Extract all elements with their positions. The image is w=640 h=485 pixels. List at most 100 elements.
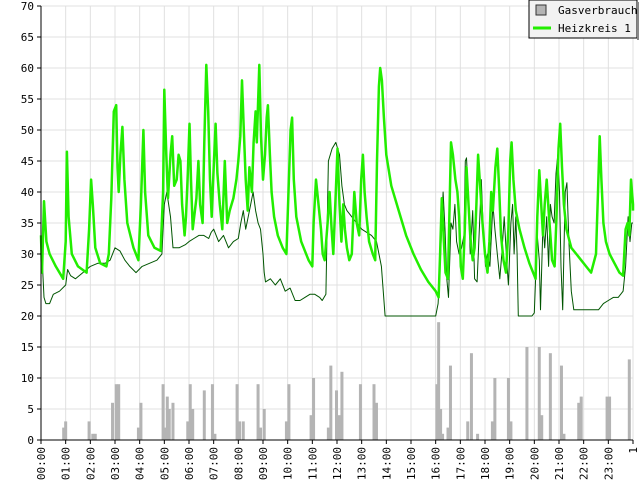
gasverbrauch-bar (439, 409, 443, 440)
x-tick-label: 16:00 (430, 447, 443, 480)
x-tick-label: 12:00 (331, 447, 344, 480)
x-tick-label: 09:00 (257, 447, 270, 480)
gasverbrauch-bar (537, 347, 541, 440)
x-tick-label: 21:00 (553, 447, 566, 480)
legend-box-shadow (637, 2, 639, 40)
gasverbrauch-bar (540, 415, 544, 440)
gasverbrauch-bar (446, 427, 450, 440)
gasverbrauch-bar (312, 378, 316, 440)
axes: 0 5 10 15 20 25 30 35 40 45 50 55 60 65 70 00:00 01:00 02… (21, 0, 640, 480)
x-tick-label: 18:00 (479, 447, 492, 480)
gasverbrauch-bar (329, 365, 333, 440)
gasverbrauch-bar (111, 402, 115, 440)
y-tick-label: 60 (21, 62, 34, 75)
x-tick-label: 13:00 (356, 447, 369, 480)
x-tick-label: 22:00 (578, 447, 591, 480)
x-tick-label: 02:00 (84, 447, 97, 480)
gasverbrauch-bar (284, 421, 288, 440)
x-tick-label: 11:00 (306, 447, 319, 480)
gasverbrauch-bar (490, 421, 494, 440)
gasverbrauch-bar (91, 433, 95, 440)
gasverbrauch-bar (165, 396, 169, 440)
x-tick-label: 19:00 (504, 447, 517, 480)
gasverbrauch-bar (241, 421, 245, 440)
gasverbrauch-bar (577, 402, 581, 440)
gasverbrauch-bar (466, 421, 470, 440)
y-tick-label: 5 (27, 403, 34, 416)
x-tick-label: 1 (627, 447, 640, 454)
gridlines (41, 5, 634, 440)
y-tick-label: 20 (21, 310, 34, 323)
y-tick-label: 30 (21, 248, 34, 261)
gasverbrauch-bar (87, 421, 91, 440)
y-tick-label: 45 (21, 155, 34, 168)
gasverbrauch-bar (238, 421, 242, 440)
legend-swatch-gasverbrauch (535, 4, 547, 16)
y-tick-label: 25 (21, 279, 34, 292)
x-tick-label: 06:00 (183, 447, 196, 480)
gasverbrauch-bar (235, 384, 239, 440)
y-tick-label: 50 (21, 124, 34, 137)
gasverbrauch-bar (213, 433, 217, 440)
gasverbrauch-bar (448, 365, 452, 440)
gasverbrauch-bar (372, 384, 376, 440)
y-tick-label: 10 (21, 372, 34, 385)
x-tick-label: 15:00 (405, 447, 418, 480)
gasverbrauch-bar (562, 433, 566, 440)
gasverbrauch-bar (435, 384, 439, 440)
gasverbrauch-bar (358, 384, 362, 440)
gasverbrauch-bar (139, 402, 143, 440)
legend-label-gasverbrauch: Gasverbrauch (558, 4, 637, 17)
gasverbrauch-bar (287, 384, 291, 440)
x-tick-label: 05:00 (158, 447, 171, 480)
gasverbrauch-bar (340, 371, 344, 440)
gasverbrauch-bar (493, 378, 497, 440)
x-tick-label: 23:00 (602, 447, 615, 480)
secondary-line-series (40, 141, 633, 317)
y-tick-label: 15 (21, 341, 34, 354)
x-tick-label: 20:00 (528, 447, 541, 480)
gasverbrauch-bar (171, 402, 175, 440)
gasverbrauch-bar (164, 427, 168, 440)
x-tick-label: 07:00 (208, 447, 221, 480)
gasverbrauch-bar (210, 384, 214, 440)
gasverbrauch-bar (627, 359, 631, 440)
x-tick-label: 10:00 (282, 447, 295, 480)
gasverbrauch-bars (62, 322, 631, 440)
gasverbrauch-bar (579, 396, 583, 440)
gasverbrauch-bar (62, 427, 66, 440)
y-tick-label: 35 (21, 217, 34, 230)
gasverbrauch-bar (114, 384, 118, 440)
gasverbrauch-bar (186, 421, 190, 440)
gasverbrauch-bar (437, 322, 441, 440)
gasverbrauch-bar (202, 390, 206, 440)
secondary-series-line (40, 141, 633, 317)
gasverbrauch-bar (309, 415, 313, 440)
gasverbrauch-bar (161, 384, 165, 440)
x-tick-label: 01:00 (60, 447, 73, 480)
gasverbrauch-bar (262, 409, 266, 440)
legend-box (528, 0, 638, 39)
y-tick-label: 0 (27, 434, 34, 447)
gasverbrauch-bar (259, 427, 263, 440)
gasverbrauch-bar (469, 353, 473, 440)
gasverbrauch-bar (509, 421, 513, 440)
gasverbrauch-bar (191, 409, 195, 440)
gasverbrauch-bar (506, 378, 510, 440)
heizkreis-series-line (39, 63, 635, 299)
heizkreis-line-series (39, 63, 635, 299)
y-tick-label: 65 (21, 31, 34, 44)
gasverbrauch-bar (335, 390, 339, 440)
x-tick-label: 00:00 (35, 447, 48, 480)
x-tick-label: 17:00 (454, 447, 467, 480)
gasverbrauch-bar (608, 396, 612, 440)
gasverbrauch-bar (605, 396, 609, 440)
gasverbrauch-bar (188, 384, 192, 440)
x-tick-label: 08:00 (232, 447, 245, 480)
x-tick-label: 04:00 (134, 447, 147, 480)
y-tick-label: 55 (21, 93, 34, 106)
gasverbrauch-bar (559, 365, 563, 440)
x-tick-label: 03:00 (109, 447, 122, 480)
